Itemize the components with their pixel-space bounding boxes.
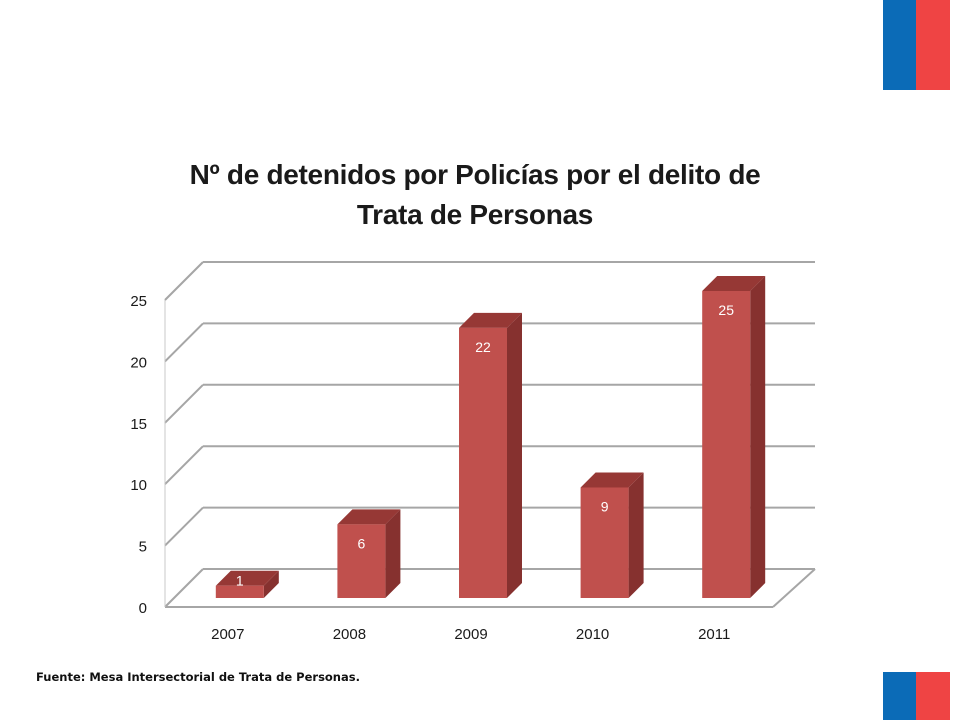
x-tick-label: 2011 (698, 626, 730, 643)
chile-flag-stripe-bottom (883, 672, 950, 720)
bar (337, 524, 386, 598)
bar-side (750, 276, 766, 598)
x-tick-label: 2008 (333, 626, 366, 643)
chart-title-line-2: Trata de Personas (356, 199, 594, 230)
flag-blue-stripe (883, 0, 916, 90)
x-tick-label: 2007 (211, 626, 244, 643)
flag-blue-stripe (883, 672, 916, 720)
bar-side (385, 509, 401, 598)
bar-side (628, 472, 644, 598)
flag-red-stripe (916, 672, 950, 720)
bar (215, 585, 264, 598)
gridline-side (164, 568, 204, 608)
data-label: 22 (475, 339, 491, 355)
y-tick-label: 5 (139, 539, 147, 556)
gridline-side (164, 261, 204, 301)
y-tick-label: 15 (130, 416, 147, 433)
bar-side (507, 312, 522, 598)
gridline-side (164, 445, 204, 485)
data-label: 9 (601, 498, 609, 514)
chart-title-line-1: Nº de detenidos por Policías por el deli… (189, 159, 761, 190)
y-tick-label: 10 (130, 477, 147, 494)
bar-top (459, 312, 522, 328)
floor-right-edge (772, 568, 816, 608)
bar (702, 291, 751, 598)
gridline-side (164, 322, 204, 363)
data-label: 6 (358, 535, 366, 551)
y-tick-label: 25 (130, 293, 147, 310)
y-tick-label: 0 (139, 600, 147, 617)
bar-top (702, 276, 766, 291)
bar-top (215, 570, 279, 586)
chile-flag-stripe-top (883, 0, 950, 90)
x-tick-label: 2010 (576, 626, 609, 643)
bar-top (580, 472, 644, 488)
gridline-side (164, 384, 204, 424)
data-label: 25 (718, 302, 734, 318)
bar (580, 487, 629, 598)
flag-red-stripe (916, 0, 950, 90)
data-label: 1 (236, 573, 244, 589)
bar (459, 327, 507, 598)
chart-title: Nº de detenidos por Policías por el deli… (150, 155, 800, 235)
bar-side (263, 570, 279, 598)
bar-top (337, 509, 401, 525)
source-note: Fuente: Mesa Intersectorial de Trata de … (36, 670, 360, 684)
gridline-side (164, 506, 204, 547)
y-tick-label: 20 (130, 354, 147, 371)
x-tick-label: 2009 (454, 626, 487, 643)
